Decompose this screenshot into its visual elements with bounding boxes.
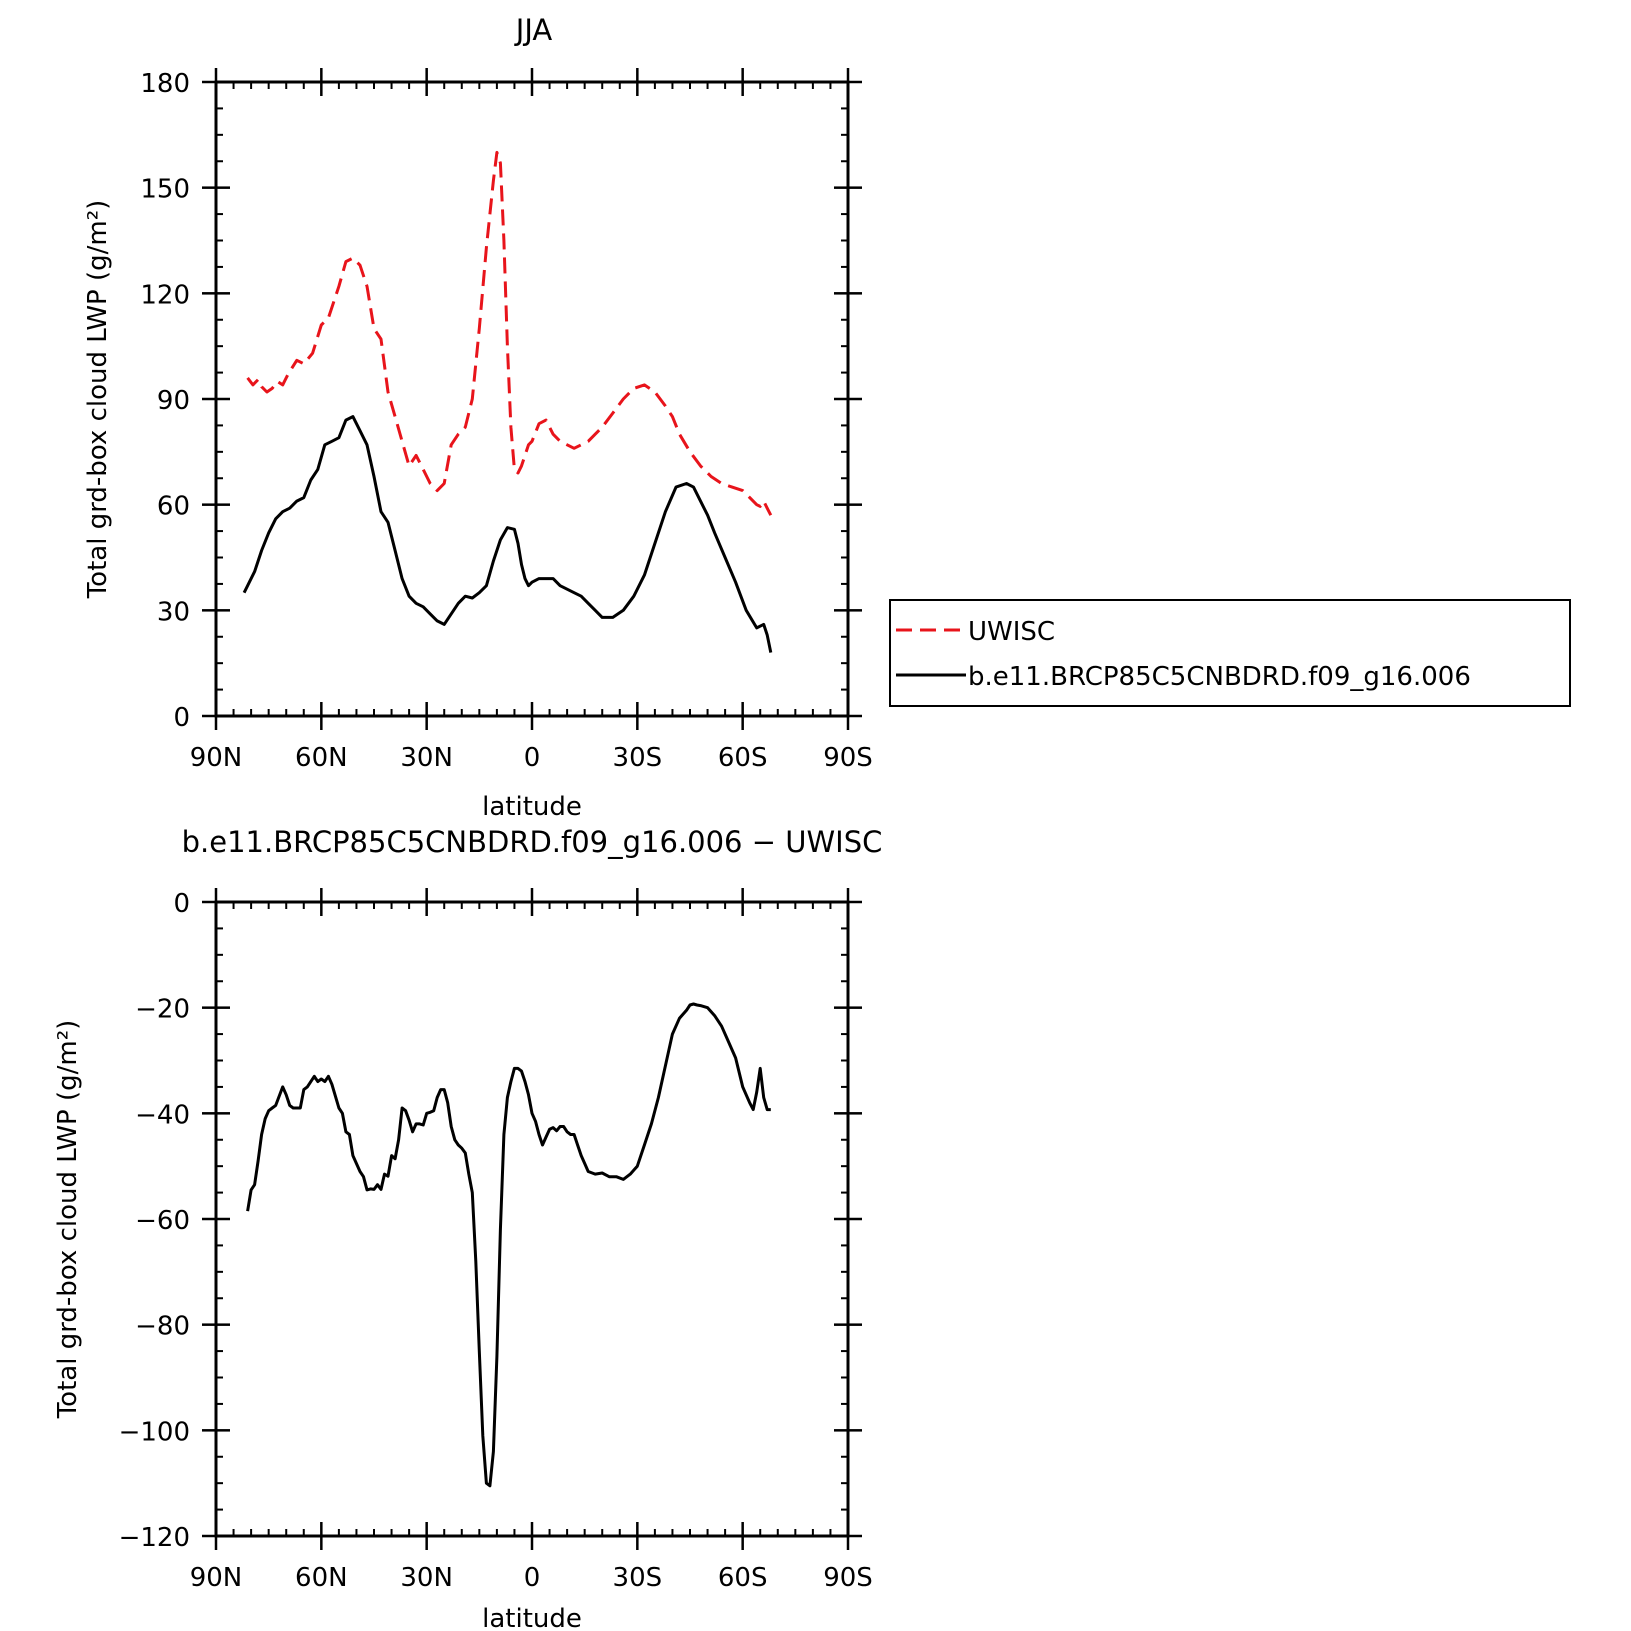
top-series-lines	[242, 150, 773, 653]
legend-label-uwisc: UWISC	[968, 617, 1055, 647]
y-tick-label: 60	[157, 492, 190, 522]
bottom-plot-frame	[214, 900, 850, 1538]
y-tick-label: −80	[135, 1312, 190, 1342]
legend-label-model: b.e11.BRCP85C5CNBDRD.f09_g16.006	[968, 662, 1471, 692]
x-tick-label: 0	[524, 743, 541, 773]
b-e11-brcp85c5cnbdrd-f09-g16-006-series-line	[242, 415, 773, 653]
legend: UWISC b.e11.BRCP85C5CNBDRD.f09_g16.006	[889, 599, 1571, 707]
bottom-x-axis-label: latitude	[482, 1604, 582, 1631]
y-tick-label: −100	[119, 1417, 190, 1447]
bottom-chart-title: b.e11.BRCP85C5CNBDRD.f09_g16.006 − UWISC	[182, 825, 883, 859]
y-tick-label: 90	[157, 386, 190, 416]
y-tick-label: −60	[135, 1206, 190, 1236]
x-tick-label: 30N	[400, 1563, 453, 1593]
x-tick-label: 60S	[718, 743, 768, 773]
bottom-panel: b.e11.BRCP85C5CNBDRD.f09_g16.006 − UWISC…	[53, 825, 882, 1631]
x-tick-label: 90S	[823, 743, 873, 773]
x-tick-label: 60N	[295, 1563, 348, 1593]
legend-box	[889, 599, 1571, 707]
y-tick-label: 0	[173, 703, 190, 733]
y-tick-label: −120	[119, 1523, 190, 1553]
bottom-y-axis-label: Total grd-box cloud LWP (g/m²)	[53, 1020, 83, 1420]
top-chart-title: JJA	[514, 13, 553, 47]
difference-series-line	[246, 1002, 771, 1488]
x-tick-label: 0	[524, 1563, 541, 1593]
x-tick-label: 30S	[613, 1563, 663, 1593]
bottom-y-tick-labels: 0 −20 −40 −60 −80 −100 −120	[119, 889, 190, 1553]
top-y-tick-labels: 0 30 60 90 120 150 180	[140, 69, 190, 733]
y-tick-label: 0	[173, 889, 190, 919]
y-tick-label: 180	[140, 69, 190, 99]
y-tick-label: −20	[135, 995, 190, 1025]
top-axis-ticks	[202, 68, 862, 730]
x-tick-label: 90S	[823, 1563, 873, 1593]
x-tick-label: 30N	[400, 743, 453, 773]
y-tick-label: 30	[157, 597, 190, 627]
y-tick-label: 120	[140, 280, 190, 310]
bottom-series-lines	[246, 1002, 771, 1488]
top-x-tick-labels: 90N 60N 30N 0 30S 60S 90S	[190, 743, 873, 773]
uwisc-series-line	[246, 150, 773, 516]
x-tick-label: 60N	[295, 743, 348, 773]
x-tick-label: 30S	[613, 743, 663, 773]
top-panel: JJA 90N 60N 30N 0 30S 60S 90S 0 30 60 90 120 150 180…	[83, 13, 873, 822]
x-tick-label: 60S	[718, 1563, 768, 1593]
y-tick-label: −40	[135, 1100, 190, 1130]
bottom-axis-ticks	[202, 888, 862, 1550]
top-x-axis-label: latitude	[482, 792, 582, 822]
top-plot-frame	[214, 80, 850, 718]
y-tick-label: 150	[140, 175, 190, 205]
x-tick-label: 90N	[190, 1563, 243, 1593]
top-y-axis-label: Total grd-box cloud LWP (g/m²)	[83, 200, 113, 600]
bottom-x-tick-labels: 90N 60N 30N 0 30S 60S 90S	[190, 1563, 873, 1593]
x-tick-label: 90N	[190, 743, 243, 773]
